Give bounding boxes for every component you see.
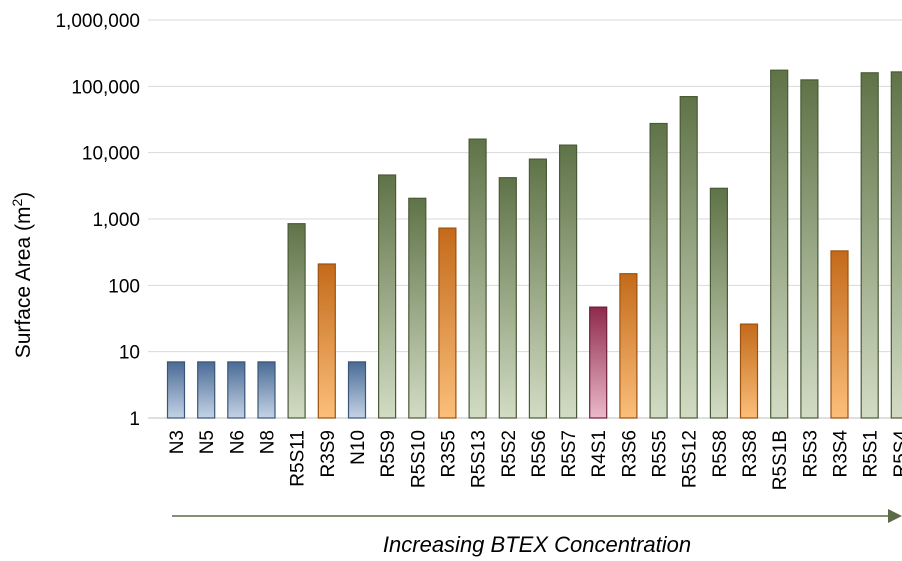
bar-r5s1b: [770, 69, 789, 419]
category-label: R5S12: [680, 430, 701, 488]
bars: [166, 69, 902, 419]
bar-r5s2: [498, 177, 517, 419]
category-label: N5: [197, 430, 218, 454]
bar-r5s5: [649, 122, 668, 419]
y-tick-labels: 1 10 100 1,000 10,000 100,000 1,000,000: [55, 11, 140, 430]
bar-r5s13: [468, 138, 487, 419]
y-tick-label: 1: [129, 409, 140, 430]
category-label: R3S4: [831, 430, 852, 478]
bar-r3s9: [317, 263, 336, 419]
bar-n6: [227, 361, 246, 419]
category-label: R5S3: [800, 430, 821, 478]
bar-r5s11: [287, 223, 306, 419]
bar-r5s6: [528, 158, 548, 419]
category-label: R3S9: [318, 430, 339, 478]
category-label: R5S5: [650, 430, 671, 478]
bar-r5s9: [378, 174, 397, 419]
bar-r3s6: [619, 273, 638, 419]
category-label: R5S8: [710, 430, 731, 478]
category-label: R5S2: [499, 430, 520, 478]
bar-r5s4: [890, 71, 902, 419]
category-label: R3S6: [619, 430, 640, 478]
bar-r5s7: [558, 144, 578, 419]
y-tick-label: 1,000,000: [55, 11, 140, 32]
bar-n8: [257, 361, 276, 419]
category-label: R5S9: [378, 430, 399, 478]
category-labels: N3 N5 N6 N8 R5S11 R3S9 N10 R5S9 R5S10 R3S5 R5S13 R5…: [167, 430, 902, 491]
category-label: R5S1: [861, 430, 882, 478]
y-tick-label: 10: [119, 343, 140, 364]
category-label: R5S4: [891, 430, 902, 478]
category-label: R5S13: [469, 430, 490, 488]
y-axis-label: Surface Area (m2): [9, 192, 35, 359]
category-label: R5S1B: [770, 430, 791, 490]
category-label: N3: [167, 430, 188, 454]
bar-n10: [347, 361, 367, 419]
bar-r5s10: [408, 197, 427, 419]
category-label: R4S1: [589, 430, 610, 478]
category-label: R5S6: [529, 430, 550, 478]
arrow-head: [888, 509, 902, 523]
y-tick-label: 100: [108, 276, 140, 297]
bar-r4s1: [589, 306, 608, 419]
bar-r5s1: [860, 72, 879, 419]
bar-n3: [166, 361, 186, 419]
bar-r5s12: [679, 95, 698, 419]
x-axis-label: Increasing BTEX Concentration: [383, 532, 691, 557]
category-label: R5S7: [559, 430, 580, 478]
bar-r3s4: [830, 250, 849, 419]
category-label: N10: [348, 430, 369, 465]
concentration-arrow: [172, 509, 902, 523]
bar-r5s8: [709, 187, 729, 419]
category-label: R3S8: [740, 430, 761, 478]
bar-r3s8: [739, 323, 759, 419]
category-label: R5S10: [408, 430, 429, 488]
bar-r3s5: [438, 227, 457, 419]
y-tick-label: 100,000: [71, 77, 140, 98]
bar-n5: [197, 361, 216, 419]
bar-r5s3: [800, 79, 819, 419]
category-label: R3S5: [438, 430, 459, 478]
category-label: N8: [258, 430, 279, 454]
category-label: N6: [227, 430, 248, 454]
y-tick-label: 10,000: [82, 144, 140, 165]
gridlines: [148, 19, 902, 419]
y-tick-label: 1,000: [92, 210, 140, 231]
category-label: R5S11: [288, 430, 309, 487]
